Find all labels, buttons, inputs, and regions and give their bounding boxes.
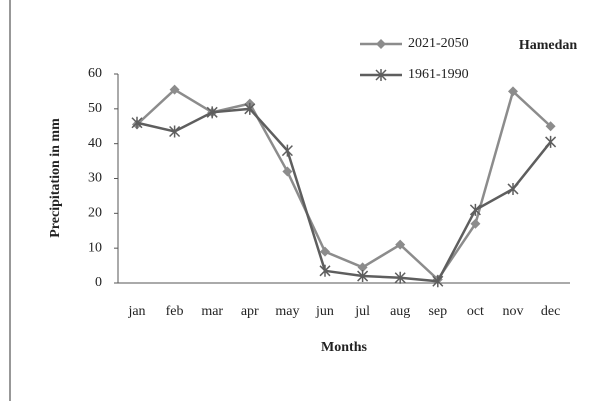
diamond-marker: [357, 262, 368, 273]
x-tick-label: jun: [315, 304, 334, 319]
star-marker: [244, 102, 256, 115]
star-marker: [394, 271, 406, 284]
x-tick-label: feb: [166, 304, 184, 319]
diamond-marker: [545, 121, 556, 132]
y-tick-label: 50: [88, 101, 102, 116]
legend-marker: [375, 69, 387, 81]
star-marker: [319, 264, 331, 277]
diamond-marker: [169, 84, 180, 95]
star-marker: [131, 116, 143, 129]
y-tick-label: 40: [88, 136, 102, 151]
star-marker: [469, 203, 481, 216]
y-tick-label: 30: [88, 171, 102, 186]
x-tick-label: may: [275, 304, 299, 319]
x-tick-label: sep: [428, 304, 447, 319]
diamond-marker: [320, 246, 330, 257]
star-marker: [281, 144, 293, 157]
star-marker: [357, 270, 369, 283]
y-axis-label: Precipitation in mm: [48, 118, 63, 238]
star-marker: [545, 135, 557, 148]
y-tick-label: 0: [95, 275, 102, 290]
x-tick-label: jan: [127, 304, 145, 319]
x-axis-label: Months: [321, 340, 367, 355]
x-tick-label: apr: [241, 304, 259, 319]
x-tick-label: nov: [503, 304, 524, 319]
x-tick-label: dec: [541, 304, 560, 319]
y-tick-label: 10: [88, 240, 102, 255]
diamond-marker: [470, 218, 481, 229]
series-line: [136, 88, 552, 282]
diamond-marker: [508, 86, 518, 97]
legend-label: 2021-2050: [408, 36, 469, 51]
diamond-marker: [282, 166, 293, 177]
annotation: Hamedan: [519, 38, 578, 53]
y-tick-label: 20: [88, 206, 102, 221]
legend-marker: [376, 39, 386, 49]
diamond-marker: [395, 239, 406, 250]
star-marker: [169, 125, 181, 138]
star-marker: [432, 275, 444, 288]
x-tick-label: oct: [467, 304, 484, 319]
x-tick-label: jul: [354, 304, 370, 319]
series-line: [136, 107, 552, 283]
y-tick-label: 60: [88, 66, 102, 81]
x-tick-label: aug: [390, 304, 410, 319]
x-tick-label: mar: [201, 304, 223, 319]
star-marker: [507, 182, 519, 195]
star-marker: [206, 106, 218, 119]
legend-label: 1961-1990: [408, 67, 469, 82]
